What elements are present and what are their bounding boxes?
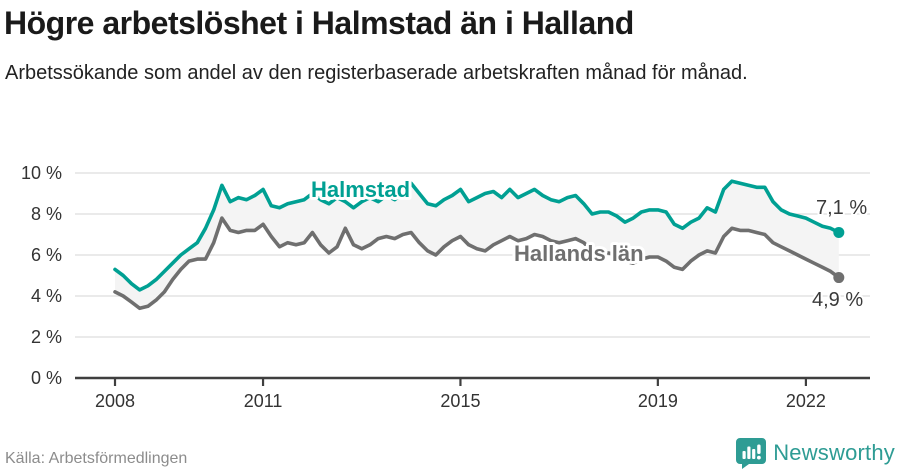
y-axis-tick-label: 2 % [31,327,62,347]
x-axis-tick-label: 2008 [95,391,135,411]
end-value-label-hallands-lan: 4,9 % [812,289,863,311]
x-axis-tick-label: 2019 [638,391,678,411]
page-title: Högre arbetslöshet i Halmstad än i Halla… [4,5,634,41]
series-label-hallands-lan: Hallands län [514,241,644,266]
source-credit: Källa: Arbetsförmedlingen [5,450,188,467]
unemployment-line-chart: 0 % 2 % 4 % 6 % 8 % 10 % 2008 2011 2015 2019 2022 H… [21,163,870,411]
y-axis-tick-label: 0 % [31,368,62,388]
series-line-halmstad [113,179,841,292]
newsworthy-logo-text: Newsworthy [773,440,895,465]
x-axis-tick-label: 2011 [244,391,283,411]
y-axis-tick-label: 6 % [31,245,62,265]
x-axis-tick-label: 2022 [786,391,826,411]
y-axis-tick-label: 4 % [31,286,62,306]
series-label-halmstad: Halmstad [311,177,410,202]
difference-band [115,181,839,309]
series-line-hallands-lan [113,216,841,311]
x-axis-tick-label: 2015 [440,391,480,411]
end-value-label-halmstad: 7,1 % [816,197,867,219]
y-axis-tick-label: 8 % [31,204,62,224]
newsworthy-logo: Newsworthy [736,437,895,469]
chart-subtitle: Arbetssökande som andel av den registerb… [5,62,748,84]
y-axis-tick-label: 10 % [21,163,62,183]
newsworthy-logo-icon [736,438,767,469]
series-end-dot [833,272,845,284]
series-end-dot [833,226,845,238]
